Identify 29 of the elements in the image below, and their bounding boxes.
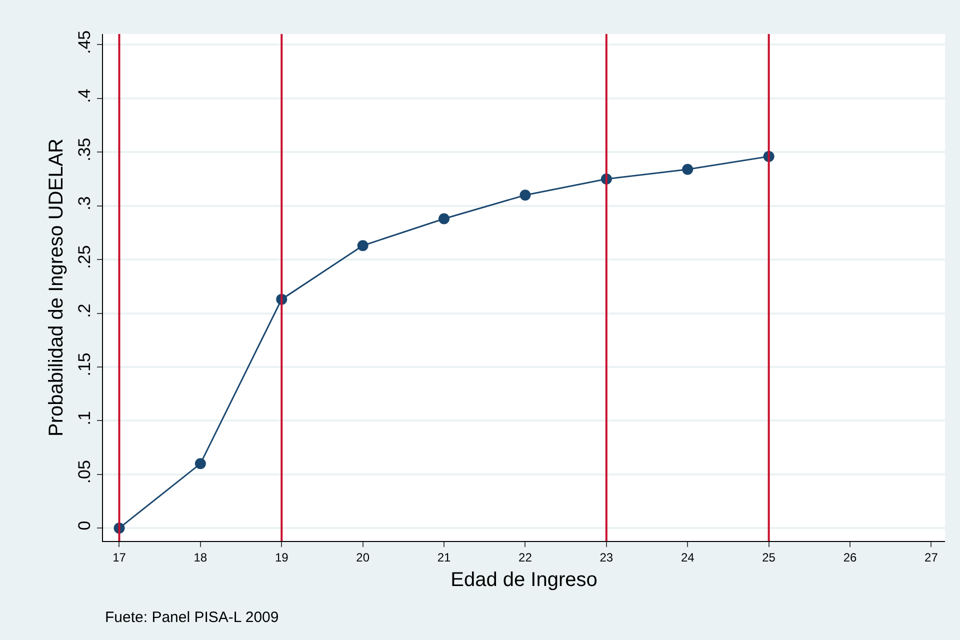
y-tick-label: .45	[75, 30, 94, 54]
text: Fuete: Panel PISA-L 2009	[105, 609, 279, 626]
point	[194, 458, 206, 470]
y-tick-label: .15	[75, 352, 94, 376]
y-tick-label: .35	[75, 138, 94, 162]
y-axis-title: Probabilidad de Ingreso UDELAR	[46, 138, 68, 436]
y-tick-label: .2	[75, 304, 94, 318]
x-tick-label: 19	[274, 550, 289, 564]
x-tick-label: 22	[518, 550, 532, 564]
x-tick-label: 18	[194, 550, 208, 564]
x-tick-label: 21	[437, 550, 452, 564]
y-tick-label: .1	[75, 411, 94, 426]
y-tick-label: 0	[75, 520, 94, 530]
x-tick-label: 26	[843, 550, 857, 564]
x-tick-label: 25	[762, 550, 776, 564]
x-tick-label: 23	[600, 550, 614, 564]
x-tick-label: 20	[356, 550, 370, 564]
y-tick-label: .3	[75, 196, 94, 210]
point	[438, 213, 450, 224]
point	[357, 240, 368, 252]
y-tick-label: .25	[75, 245, 94, 269]
y-tick-label: .05	[75, 460, 94, 484]
x-tick-label: 17	[112, 550, 126, 564]
point	[520, 190, 531, 201]
x-tick-label: 27	[924, 550, 938, 564]
y-tick-label: .4	[75, 88, 94, 103]
x-tick-label: 24	[680, 550, 695, 564]
x-axis-title: Edad de Ingreso	[450, 568, 598, 591]
point	[682, 164, 694, 175]
